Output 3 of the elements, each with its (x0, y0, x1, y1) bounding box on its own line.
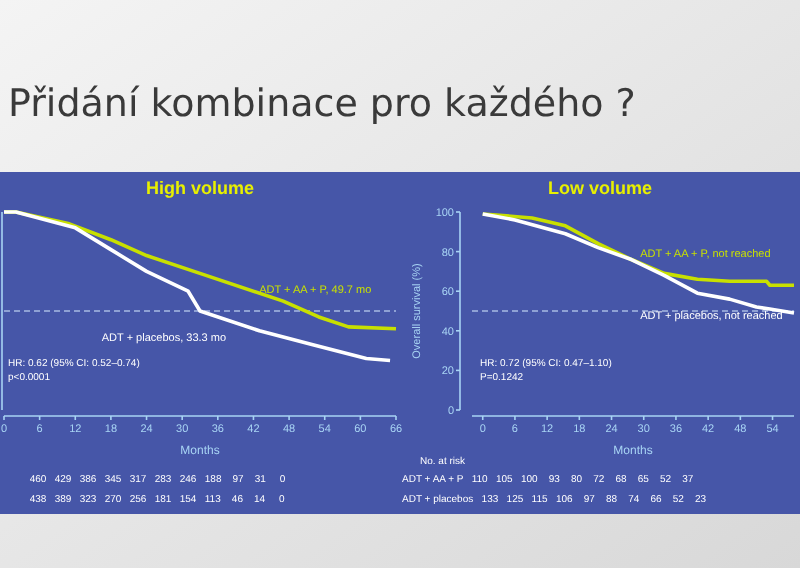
chart-subtitle: Low volume (547, 178, 653, 198)
chart-title: Přidání kombinace pro každého ? (8, 82, 636, 126)
chart-subtitle: High volume (145, 178, 255, 198)
